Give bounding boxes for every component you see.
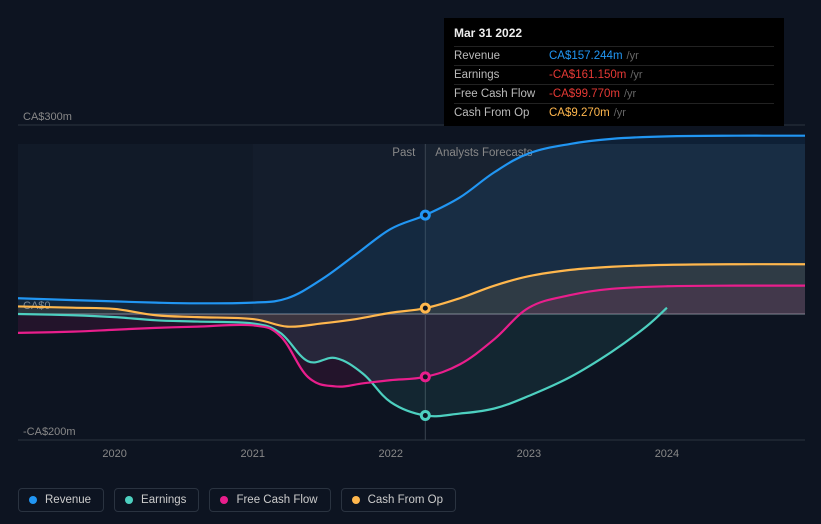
tooltip-row: Earnings-CA$161.150m/yr — [454, 65, 774, 84]
x-axis-label: 2021 — [240, 448, 264, 460]
tooltip-label: Earnings — [454, 69, 549, 81]
x-axis-label: 2024 — [655, 448, 679, 460]
legend-item-free_cash_flow[interactable]: Free Cash Flow — [209, 488, 330, 512]
tooltip-date: Mar 31 2022 — [454, 26, 774, 40]
x-axis-label: 2020 — [102, 448, 126, 460]
tooltip-row: RevenueCA$157.244m/yr — [454, 46, 774, 65]
legend-label: Earnings — [141, 494, 186, 506]
y-axis-label: CA$300m — [23, 111, 72, 123]
legend-label: Free Cash Flow — [236, 494, 317, 506]
legend-label: Revenue — [45, 494, 91, 506]
legend-item-revenue[interactable]: Revenue — [18, 488, 104, 512]
legend-dot — [29, 496, 37, 504]
tooltip-value: CA$9.270m — [549, 107, 610, 119]
legend-dot — [352, 496, 360, 504]
tooltip-label: Free Cash Flow — [454, 88, 549, 100]
tooltip-suffix: /yr — [630, 69, 642, 81]
legend-label: Cash From Op — [368, 494, 443, 506]
x-axis-label: 2022 — [379, 448, 403, 460]
past-label: Past — [392, 147, 416, 159]
tooltip-row: Cash From OpCA$9.270m/yr — [454, 103, 774, 122]
tooltip-row: Free Cash Flow-CA$99.770m/yr — [454, 84, 774, 103]
legend: Revenue Earnings Free Cash Flow Cash From O… — [18, 488, 456, 512]
legend-dot — [125, 496, 133, 504]
tooltip-panel: Mar 31 2022 RevenueCA$157.244m/yrEarning… — [444, 18, 784, 126]
legend-item-cash_from_op[interactable]: Cash From Op — [341, 488, 456, 512]
tooltip-value: -CA$99.770m — [549, 88, 620, 100]
tooltip-suffix: /yr — [624, 88, 636, 100]
tooltip-suffix: /yr — [614, 107, 626, 119]
legend-dot — [220, 496, 228, 504]
tooltip-value: CA$157.244m — [549, 50, 623, 62]
tooltip-suffix: /yr — [627, 50, 639, 62]
tooltip-label: Revenue — [454, 50, 549, 62]
tooltip-label: Cash From Op — [454, 107, 549, 119]
tooltip-value: -CA$161.150m — [549, 69, 626, 81]
x-axis-label: 2023 — [517, 448, 541, 460]
legend-item-earnings[interactable]: Earnings — [114, 488, 199, 512]
y-axis-label: -CA$200m — [23, 426, 76, 438]
